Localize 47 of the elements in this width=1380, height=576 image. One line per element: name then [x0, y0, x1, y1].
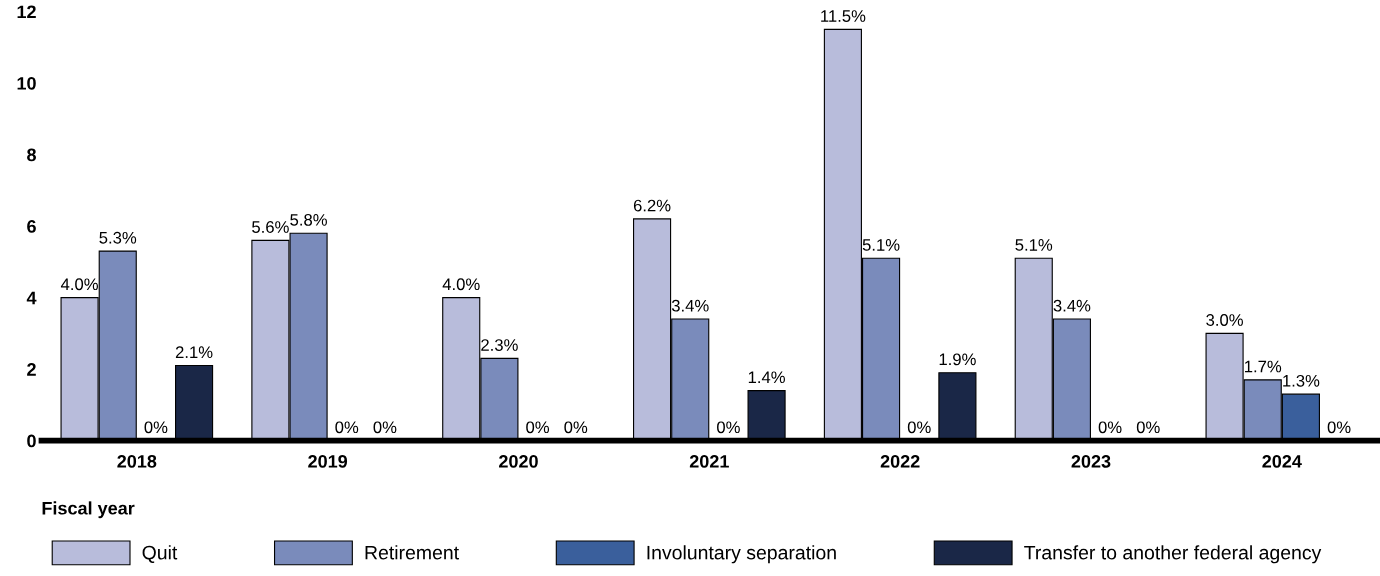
data-label: 0%: [144, 421, 168, 434]
data-label: 0%: [1327, 421, 1351, 434]
legend-label: Transfer to another federal agency: [1024, 545, 1322, 564]
data-label: 0%: [1098, 421, 1122, 434]
data-label: 0%: [717, 421, 740, 434]
data-label: 3.4%: [1053, 299, 1091, 312]
x-tick-label: 2023: [1071, 455, 1111, 468]
legend-label: Quit: [142, 545, 178, 563]
y-tick-label: 6: [27, 220, 36, 233]
data-label: 5.1%: [862, 239, 900, 251]
data-label: 1.9%: [939, 353, 976, 366]
y-tick-label: 4: [26, 291, 37, 305]
data-label: 5.3%: [99, 231, 137, 244]
y-tick-label: 10: [17, 76, 36, 90]
legend-label: Involuntary separation: [647, 545, 836, 564]
data-label: 1.3%: [1283, 374, 1320, 387]
x-tick-label: 2024: [1262, 455, 1302, 468]
data-label: 5.8%: [290, 213, 327, 226]
x-tick-label: 2022: [880, 455, 920, 468]
x-tick-label: 2019: [308, 455, 348, 468]
data-label: 6.2%: [633, 199, 671, 212]
y-tick-label: 2: [27, 363, 36, 376]
y-tick-label: 8: [27, 148, 36, 162]
x-tick-label: 2020: [499, 455, 538, 468]
data-label: 3.4%: [671, 299, 709, 312]
data-label: 2.1%: [175, 346, 213, 359]
data-label: 0%: [564, 421, 588, 434]
y-tick-label: 0: [27, 434, 36, 448]
data-label: 1.4%: [748, 371, 785, 384]
data-label: 3.0%: [1206, 314, 1243, 326]
data-label: 0%: [373, 421, 397, 434]
data-label: 0%: [907, 421, 931, 434]
data-label: 0%: [1136, 421, 1160, 434]
data-label: 4.0%: [60, 278, 98, 291]
data-label: 0%: [526, 421, 550, 434]
x-axis-title: Fiscal year: [42, 501, 135, 519]
data-label: 5.1%: [1015, 239, 1053, 251]
data-label: 2.3%: [481, 339, 518, 351]
legend-label: Retirement: [365, 545, 459, 560]
y-tick-label: 12: [17, 5, 36, 19]
x-tick-label: 2018: [117, 455, 157, 468]
x-tick-label: 2021: [689, 455, 729, 468]
data-label: 5.6%: [252, 221, 289, 233]
data-label: 4.0%: [442, 278, 480, 291]
data-label: 1.7%: [1245, 360, 1282, 373]
data-label: 11.5%: [821, 10, 866, 22]
data-label: 0%: [335, 421, 359, 434]
